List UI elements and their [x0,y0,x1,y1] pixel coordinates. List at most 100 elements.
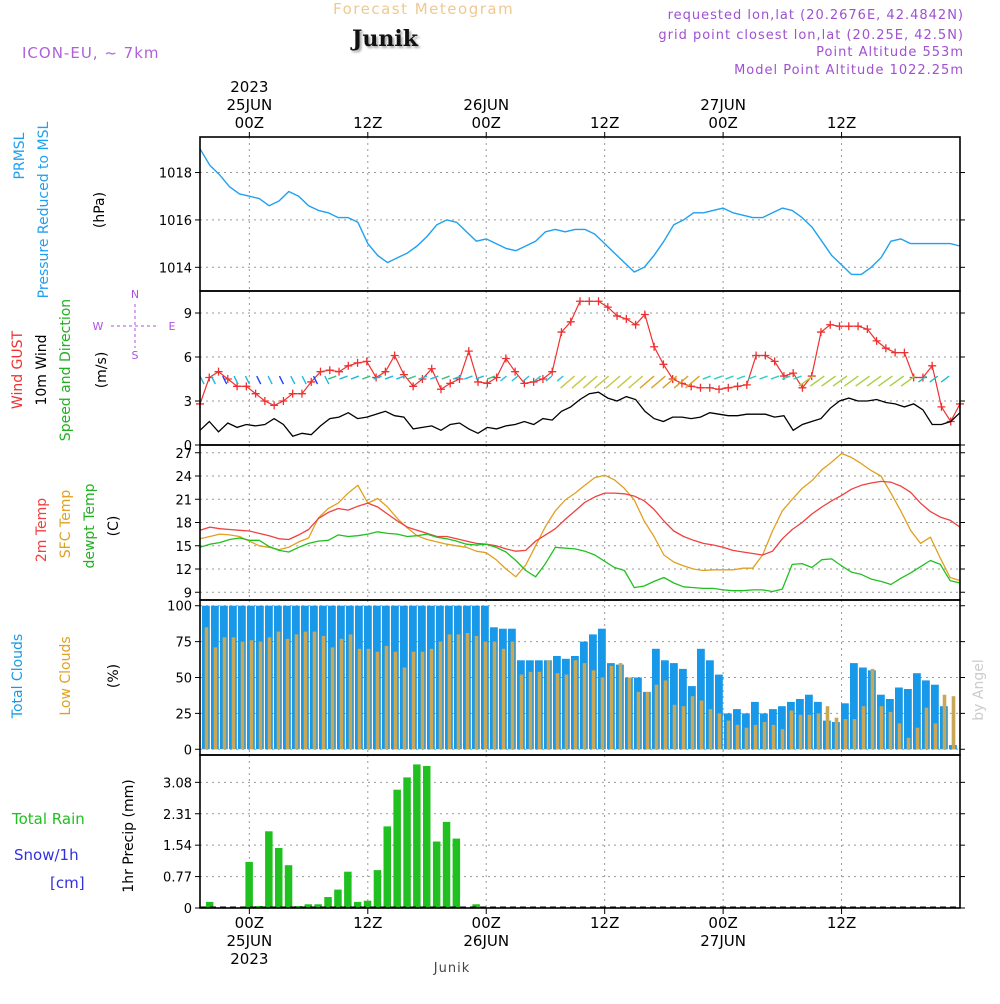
location-name: Junik [352,26,418,52]
low-cloud-bar [348,634,353,750]
gust-marker [891,348,900,357]
gust-marker [242,382,251,391]
rain-bar [393,789,401,908]
y-tick-label: 0.77 [163,871,192,886]
top-time-label: 00Z [708,114,737,132]
y-tick-label: 100 [167,600,192,615]
wind-direction-arrow [605,375,621,389]
low-cloud-bar [690,696,695,750]
compass-w: W [93,320,104,333]
wind-direction-arrow [684,375,700,389]
wind-direction-arrow [545,375,553,382]
rain-bar [275,848,283,908]
low-cloud-bar [816,713,821,750]
wind-direction-arrow [210,375,216,385]
low-cloud-bar [312,631,317,750]
wind-direction-arrow [594,375,610,389]
gust-marker [900,348,909,357]
footer-location: Junik [433,961,470,976]
gust-marker [316,367,325,376]
requested-coordinates: requested lon,lat (20.2676E, 42.4842N) [667,8,964,23]
low-cloud-bar [789,710,794,750]
wind-direction-arrow [222,375,228,385]
wind-direction-arrow [736,375,746,380]
sfc-temp-ylabel: SFC Temp [58,490,74,559]
low-cloud-bar [402,667,407,750]
bottom-time-label: 26JUN [463,932,509,950]
total-cloud-bar [850,663,858,750]
wind-direction-arrow [770,375,780,380]
gust-marker [260,397,269,405]
y-tick-label: 15 [175,540,192,555]
gust-marker [344,361,353,370]
bottom-time-label: 00Z [472,914,501,932]
gust-marker [733,382,742,391]
gust-marker [863,325,872,334]
y-tick-label: 0 [184,902,192,917]
gust-marker [770,357,779,366]
gust-marker [928,361,937,370]
snow-unit: [cm] [50,874,85,892]
wind-direction-arrow [889,375,905,387]
wind-direction-arrow [327,375,337,380]
gust-marker [483,379,492,388]
wind-direction-arrow [301,375,307,385]
rain-bar [284,865,293,908]
low-cloud-bar [537,671,542,750]
low-cloud-bar [879,706,884,750]
precip-ylabel: 1hr Precip (mm) [121,779,137,892]
low-cloud-bar [915,727,920,750]
top-time-label: 25JUN [226,96,272,114]
y-tick-label: 0 [184,743,192,758]
rain-bar [363,900,372,908]
wind-direction-arrow [233,375,239,385]
wind-direction-arrow [725,375,734,380]
low-cloud-bar [555,673,560,750]
wind-direction-arrow [866,375,882,387]
wind-direction-arrow [278,375,285,385]
low-cloud-bar [465,633,470,750]
rain-bar [442,821,451,908]
low-cloud-bar [330,647,335,750]
wind-direction-arrow [793,375,802,380]
gust-marker [381,367,390,376]
credit-text: by Angel [971,659,987,720]
top-time-label: 12Z [353,114,382,132]
low-cloud-bar [258,641,263,750]
low-cloud-bar [753,724,758,750]
y-tick-label: 6 [184,351,192,366]
gust-marker [585,297,594,306]
y-tick-label: 27 [175,447,192,462]
y-tick-label: 18 [175,517,192,532]
low-cloud-bar [897,723,902,750]
gust-marker [715,385,724,394]
low-cloud-bar [672,704,677,750]
y-tick-label: 0 [184,439,192,454]
pressure-unit: (hPa) [92,192,108,228]
low-cloud-bar [852,719,857,750]
low-cloud-bar [735,724,740,750]
y-tick-label: 3.08 [163,776,192,791]
low-cloud-bar [573,660,578,750]
y-tick-label: 1.54 [163,839,192,854]
bottom-time-label: 12Z [353,914,382,932]
y-tick-label: 3 [184,395,192,410]
low-cloud-bar [357,648,362,750]
rain-bar [245,861,253,908]
total-cloud-bar [895,687,903,750]
low-cloud-bar [951,696,956,750]
wind-direction-arrow [350,375,360,380]
rain-bar [403,777,411,908]
wind-direction-arrow [798,375,814,387]
rain-bar [413,764,421,908]
wind-direction-arrow [628,375,644,389]
total-cloud-bar [697,648,705,750]
low-cloud-bar [627,677,632,750]
compass-s: S [132,349,139,362]
rain-bar [304,904,313,908]
total-cloud-bar [706,660,714,750]
low-cloud-bar [213,647,218,750]
gust-marker [826,320,835,329]
